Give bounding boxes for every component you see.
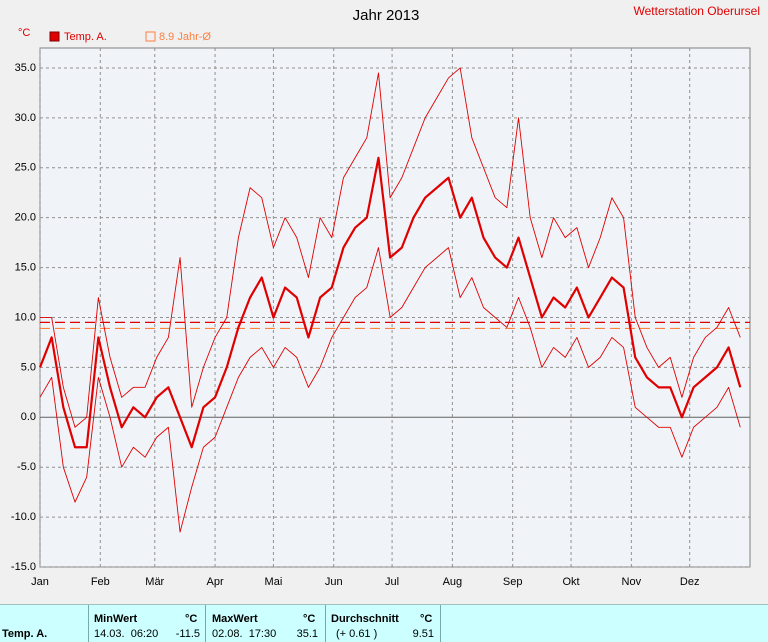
legend-swatch	[49, 31, 60, 42]
legend: Temp. A. 8.9 Jahr-Ø	[49, 31, 211, 43]
max-time: 02.08. 17:30	[212, 628, 277, 640]
col-title: MinWert	[94, 613, 138, 625]
x-tick-label: Jun	[325, 576, 343, 588]
x-tick-label: Aug	[443, 576, 463, 588]
x-tick-label: Jul	[385, 576, 399, 588]
y-tick-label: 20.0	[15, 212, 36, 224]
y-tick-label: 0.0	[21, 411, 36, 423]
x-tick-label: Mär	[145, 576, 164, 588]
plot-area	[39, 47, 751, 568]
col-unit: °C	[420, 613, 433, 625]
station-name: Wetterstation Oberursel	[634, 4, 761, 18]
y-tick-label: -5.0	[17, 461, 36, 473]
summary-table: Temp. A. MinWert °C 14.03. 06:20 -11.5 M…	[0, 604, 768, 642]
row-label: Temp. A.	[2, 628, 48, 640]
legend-label: Temp. A.	[64, 31, 107, 43]
divider	[440, 605, 441, 642]
x-tick-label: Apr	[207, 576, 224, 588]
col-unit: °C	[185, 613, 198, 625]
y-tick-label: -10.0	[11, 511, 36, 523]
x-tick-label: Mai	[265, 576, 283, 588]
y-tick-label: 35.0	[15, 62, 36, 74]
divider	[88, 605, 89, 642]
x-tick-label: Sep	[503, 576, 523, 588]
y-tick-label: 30.0	[15, 112, 36, 124]
col-title: MaxWert	[212, 613, 258, 625]
y-tick-label: 10.0	[15, 311, 36, 323]
chart: Jahr 2013 Wetterstation Oberursel °C Tem…	[11, 4, 761, 588]
y-tick-label: 5.0	[21, 361, 36, 373]
y-tick-label: 15.0	[15, 261, 36, 273]
y-unit: °C	[18, 27, 30, 39]
x-tick-label: Feb	[91, 576, 110, 588]
chart-title: Jahr 2013	[353, 7, 420, 24]
col-unit: °C	[303, 613, 316, 625]
divider	[205, 605, 206, 642]
col-title: Durchschnitt	[331, 613, 399, 625]
avg-delta: (+ 0.61 )	[336, 628, 378, 640]
x-tick-label: Nov	[622, 576, 642, 588]
avg-value: 9.51	[412, 628, 434, 640]
divider	[325, 605, 326, 642]
y-tick-label: 25.0	[15, 162, 36, 174]
temperature-line	[38, 156, 742, 449]
max-value: 35.1	[296, 628, 318, 640]
x-tick-label: Okt	[562, 576, 579, 588]
y-tick-label: -15.0	[11, 561, 36, 573]
min-time: 14.03. 06:20	[94, 628, 159, 640]
x-tick-label: Jan	[31, 576, 49, 588]
x-tick-label: Dez	[680, 576, 700, 588]
legend-swatch	[145, 31, 156, 42]
legend-label: 8.9 Jahr-Ø	[159, 31, 211, 43]
temperature-line	[39, 247, 741, 533]
temperature-line	[40, 67, 741, 428]
min-value: -11.5	[175, 628, 200, 640]
